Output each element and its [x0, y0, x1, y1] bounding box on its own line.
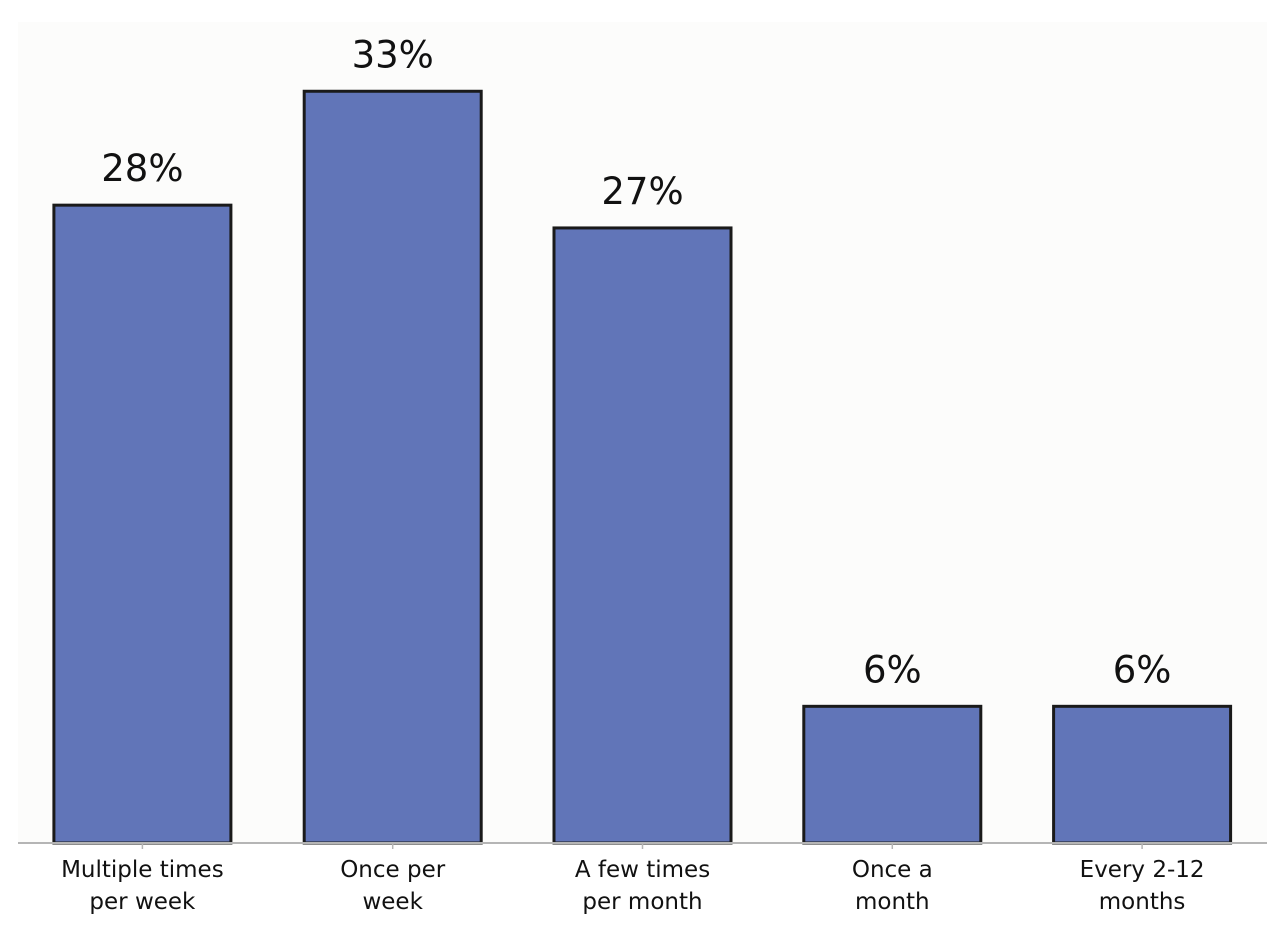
x-tick-label-line: per week: [89, 889, 196, 915]
x-tick-labels-group: Multiple times per week Once per week A few …: [61, 857, 1204, 915]
bar-value-label: 6%: [1113, 648, 1172, 691]
bar: [1052, 704, 1233, 845]
x-tick-label-line: week: [362, 889, 423, 915]
x-tick-label: Multiple times per week: [61, 857, 224, 915]
bars-group: [52, 89, 1233, 845]
x-tick-label-line: Once a: [852, 857, 933, 883]
x-tick-label-line: Once per: [340, 857, 446, 883]
x-ticks-group: [141, 843, 1143, 849]
bar: [802, 704, 983, 845]
bar-value-label: 27%: [601, 170, 683, 213]
x-tick-label: Once a month: [852, 857, 933, 915]
x-tick-label-line: month: [855, 889, 930, 915]
x-tick-label-line: Every 2-12: [1080, 857, 1205, 883]
x-tick-label-line: months: [1099, 889, 1186, 915]
x-tick-label-line: Multiple times: [61, 857, 224, 883]
bar-value-label: 6%: [863, 648, 922, 691]
bar: [552, 226, 733, 845]
value-labels-group: 28% 33% 27% 6% 6%: [101, 33, 1171, 691]
x-tick-label: Every 2-12 months: [1080, 857, 1205, 915]
bar-value-label: 33%: [352, 33, 434, 76]
bar-value-label: 28%: [101, 147, 183, 190]
x-tick-label-line: per month: [582, 889, 702, 915]
bar: [302, 89, 483, 845]
x-tick-label: Once per week: [340, 857, 446, 915]
x-tick-label: A few times per month: [575, 857, 710, 915]
bar: [52, 203, 233, 845]
x-tick-label-line: A few times: [575, 857, 710, 883]
